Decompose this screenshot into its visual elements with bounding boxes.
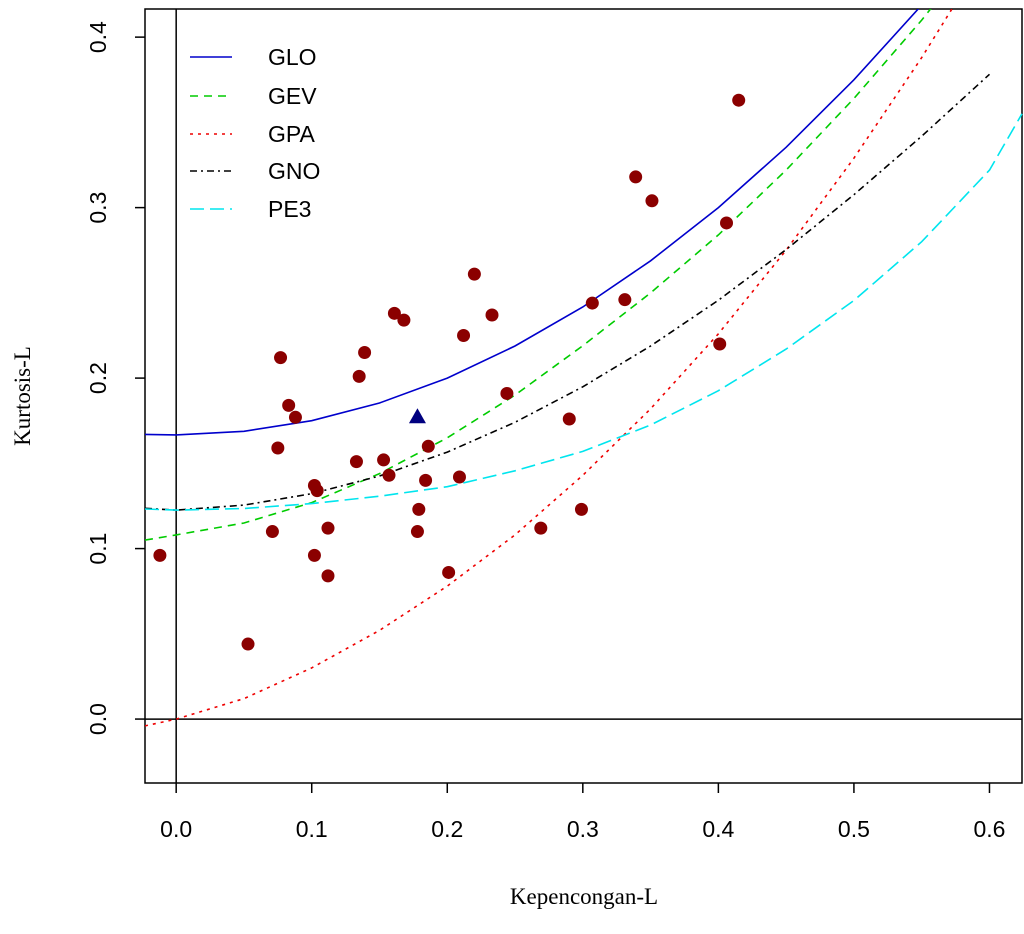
y-axis: 0.0 0.1 0.2 0.3 0.4	[85, 21, 145, 735]
y-tick-label: 0.3	[85, 192, 111, 224]
y-tick-label: 0.1	[85, 533, 111, 565]
data-point	[271, 441, 285, 455]
data-point	[288, 410, 302, 424]
data-point	[500, 386, 514, 400]
y-tick-label: 0.2	[85, 362, 111, 394]
series-line-pe3	[145, 113, 1023, 511]
legend-item-pe3: PE3	[190, 196, 311, 222]
legend-label: GPA	[268, 121, 316, 147]
data-point	[241, 637, 255, 651]
y-axis-title: Kurtosis-L	[10, 346, 35, 446]
x-tick-label: 0.0	[160, 816, 192, 842]
series-line-gpa	[145, 9, 953, 727]
legend: GLO GEV GPA GNO PE3	[190, 44, 320, 222]
data-point	[274, 351, 288, 365]
data-point	[574, 502, 588, 516]
average-point-marker	[408, 408, 426, 424]
x-tick-label: 0.3	[567, 816, 599, 842]
data-point	[321, 521, 335, 535]
data-point	[352, 369, 366, 383]
y-tick-label: 0.4	[85, 21, 111, 53]
x-tick-label: 0.4	[702, 816, 734, 842]
data-point	[562, 412, 576, 426]
data-point	[377, 453, 391, 467]
x-tick-label: 0.6	[973, 816, 1005, 842]
series-line-glo	[145, 9, 920, 436]
data-point	[457, 328, 471, 342]
data-point	[585, 296, 599, 310]
data-point	[645, 194, 659, 208]
data-point	[442, 565, 456, 579]
legend-label: PE3	[268, 196, 311, 222]
plot-area	[144, 8, 1023, 784]
data-point	[387, 306, 401, 320]
data-point	[282, 398, 296, 412]
legend-item-gpa: GPA	[190, 121, 316, 147]
reference-lines	[145, 9, 1022, 783]
legend-item-gno: GNO	[190, 158, 320, 184]
data-point	[349, 455, 363, 469]
data-point	[265, 525, 279, 539]
x-axis-title: Kepencongan-L	[510, 884, 658, 909]
legend-item-gev: GEV	[190, 83, 317, 109]
data-point	[732, 93, 746, 107]
data-point	[410, 525, 424, 539]
data-point	[485, 308, 499, 322]
data-point	[153, 548, 167, 562]
data-point	[419, 473, 433, 487]
data-point	[321, 569, 335, 583]
data-point	[720, 216, 734, 230]
legend-item-glo: GLO	[190, 44, 317, 70]
data-point	[713, 337, 727, 351]
data-point	[629, 170, 643, 184]
x-tick-label: 0.5	[838, 816, 870, 842]
x-axis: 0.0 0.1 0.2 0.3 0.4 0.5 0.6	[160, 783, 1005, 842]
data-point	[618, 293, 632, 307]
points-layer	[153, 93, 746, 651]
x-tick-label: 0.1	[296, 816, 328, 842]
data-point	[452, 470, 466, 484]
legend-label: GLO	[268, 44, 317, 70]
y-tick-label: 0.0	[85, 703, 111, 735]
legend-label: GEV	[268, 83, 317, 109]
data-point	[358, 346, 372, 360]
data-point	[467, 267, 481, 281]
data-point	[397, 313, 411, 327]
series-layer	[145, 9, 1023, 727]
series-line-gev	[145, 9, 932, 541]
data-point	[421, 439, 435, 453]
data-point	[307, 548, 321, 562]
data-point	[534, 521, 548, 535]
legend-label: GNO	[268, 158, 320, 184]
data-point	[412, 502, 426, 516]
data-point	[382, 468, 396, 482]
x-tick-label: 0.2	[431, 816, 463, 842]
data-point	[310, 484, 324, 498]
